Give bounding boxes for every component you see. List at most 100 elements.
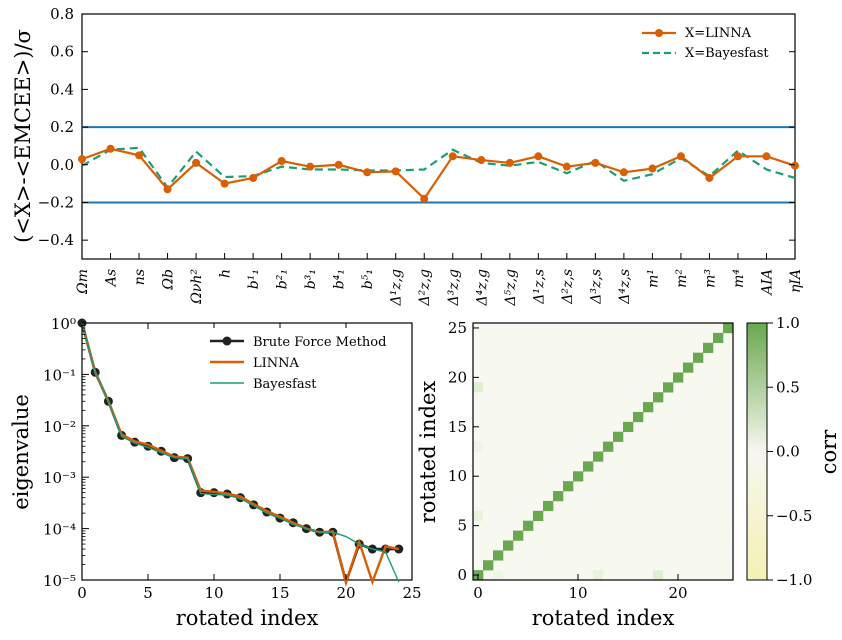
parameter-label: b¹₁	[246, 269, 262, 289]
heatmap-ytick-label: 15	[448, 418, 467, 436]
linna-point	[192, 158, 201, 167]
residual-ylabel: (<X>-<EMCEE>)/σ	[11, 29, 35, 243]
linna-point	[733, 152, 742, 161]
linna-point	[334, 160, 343, 169]
legend-linna-marker	[655, 29, 663, 37]
eigenvalue-legend: Brute Force Method LINNA Bayesfast	[202, 328, 407, 396]
diagonal-cell	[573, 471, 584, 482]
diagonal-cell	[533, 510, 544, 521]
eigen-ytick-label: 10⁻³	[43, 469, 76, 487]
residual-ytick-label: −0.4	[38, 231, 74, 249]
diagonal-cell	[503, 540, 514, 551]
diagonal-cell	[513, 530, 524, 541]
linna-point	[135, 151, 144, 160]
linna-point	[762, 152, 771, 161]
linna-point	[705, 173, 714, 182]
colorbar-tick-label: −0.5	[776, 507, 812, 525]
correlation-panel: 0 10 20 0 5 10 15 20 25 rotated index rotated in…	[416, 314, 841, 630]
linna-point	[363, 168, 372, 177]
offdiag-cell	[473, 441, 483, 452]
residual-plot-frame	[81, 13, 796, 260]
parameter-label: Δ³z,g	[446, 269, 462, 307]
eigen-ytick-label: 10⁻⁴	[43, 521, 76, 539]
legend-bayesfast-label: X=Bayesfast	[685, 46, 769, 61]
legend-linna-label: X=LINNA	[685, 26, 752, 41]
parameter-label: Δ¹z,s	[531, 269, 547, 305]
parameter-label: b⁴₁	[332, 269, 348, 289]
heatmap-xlabel: rotated index	[532, 606, 675, 630]
colorbar-tick-label: 1.0	[776, 314, 800, 332]
eigen-ytick-label: 10⁻⁵	[43, 572, 76, 590]
linna-point	[505, 158, 514, 167]
parameter-label: Δ⁵z,g	[503, 269, 519, 307]
linna-point	[420, 194, 429, 203]
diagonal-cell	[633, 411, 644, 423]
series-bayesfast-line	[81, 146, 796, 190]
parameter-label: Δ⁴z,g	[474, 269, 490, 307]
diagonal-cell	[723, 323, 734, 334]
diagonal-cell	[673, 372, 684, 383]
diagonal-cell	[643, 402, 654, 413]
eigen-xtick-label: 25	[402, 584, 421, 602]
eigen-xtick-label: 0	[77, 584, 87, 602]
parameter-label: Δ⁴z,s	[617, 269, 633, 305]
parameter-label: Ωb	[161, 269, 177, 291]
linna-point	[163, 185, 172, 194]
diagonal-cell	[603, 441, 614, 452]
linna-point	[448, 152, 457, 161]
diagonal-cell	[693, 352, 704, 363]
diagonal-cell	[593, 451, 604, 462]
heatmap-xtick-label: 0	[473, 584, 483, 602]
series-bayesfast-line	[81, 322, 400, 583]
residual-ytick-label: 0.2	[50, 118, 74, 136]
diagonal-cell	[703, 342, 714, 353]
legend-brute-marker	[222, 336, 232, 346]
linna-point	[391, 167, 400, 176]
parameter-label: m¹	[645, 269, 661, 288]
residual-panel: 0.8 0.6 0.4 0.2 0.0 −0.2 −0.4 Ωm As ns Ωb Ωνh² h b¹₁ b…	[11, 5, 804, 307]
parameter-label: m³	[702, 269, 718, 288]
diagonal-cell	[553, 491, 564, 502]
residual-ytick-label: 0.6	[50, 43, 74, 61]
eigen-ytick-label: 10⁻¹	[43, 366, 76, 384]
colorbar	[746, 322, 768, 581]
parameter-label: b²₁	[275, 269, 291, 289]
parameter-label: ηIA	[788, 269, 804, 293]
colorbar-label: corr	[817, 429, 841, 474]
linna-point	[791, 161, 799, 170]
diagonal-cell	[683, 362, 694, 373]
offdiag-cell	[473, 382, 483, 393]
parameter-label: Δ²z,g	[417, 269, 433, 307]
linna-point	[277, 157, 286, 165]
linna-point	[249, 173, 258, 182]
legend-bayesfast2-label: Bayesfast	[253, 377, 317, 392]
series-linna-line	[81, 147, 796, 201]
parameter-label: b⁵₁	[360, 269, 376, 289]
heatmap-ytick-label: 20	[448, 368, 467, 386]
diagonal-cell	[563, 481, 574, 492]
diagonal-cell	[483, 560, 494, 571]
parameter-label: Δ¹z,g	[389, 269, 405, 307]
parameter-label: ns	[132, 269, 148, 285]
eigen-xtick-label: 5	[143, 584, 153, 602]
eigenvalue-plot-frame	[81, 322, 413, 581]
offdiag-cell	[493, 570, 503, 580]
linna-point	[78, 155, 86, 164]
series-linna-line	[80, 322, 400, 587]
linna-point	[477, 156, 486, 165]
linna-point	[619, 168, 628, 177]
parameter-label: h	[218, 269, 234, 278]
offdiag-cell	[593, 570, 603, 580]
parameter-label: Ωm	[75, 269, 91, 295]
parameter-label: b³₁	[303, 269, 319, 289]
parameter-label: m²	[674, 269, 690, 288]
linna-point	[220, 179, 229, 188]
residual-ytick-label: −0.2	[38, 193, 74, 211]
residual-ytick-label: 0.8	[50, 5, 74, 23]
eigen-ytick-label: 10⁻²	[43, 418, 76, 436]
colorbar-tick-label: −1.0	[776, 571, 812, 589]
residual-ytick-label: 0.4	[50, 80, 74, 98]
residual-legend: X=LINNA X=Bayesfast	[642, 26, 769, 61]
heatmap-ytick-label: 5	[457, 517, 467, 535]
